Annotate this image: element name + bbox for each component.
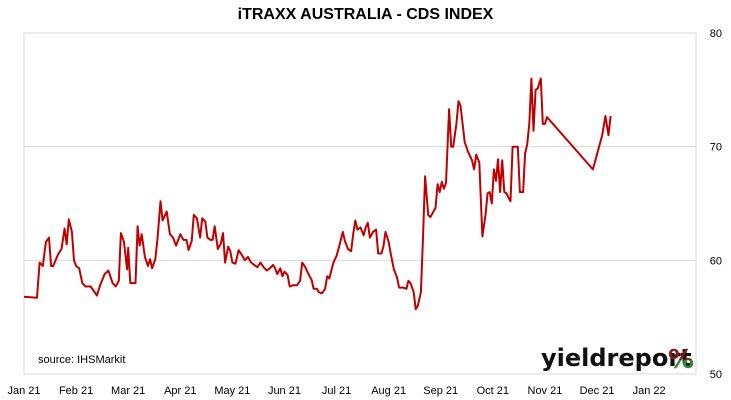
source-label: source: IHSMarkit	[38, 354, 125, 366]
y-tick-label: 80	[710, 28, 722, 40]
x-tick-label: Feb 21	[59, 385, 93, 397]
plot-area-border	[23, 32, 697, 375]
x-tick-label: Nov 21	[528, 385, 563, 397]
x-axis-ticks: Jan 21 Feb 21 Mar 21 Apr 21 May 21 Jun 21 Jul …	[7, 385, 665, 397]
brand-percent-icon: %	[668, 345, 694, 375]
x-tick-label: Sep 21	[423, 385, 458, 397]
y-tick-label: 60	[710, 255, 722, 267]
chart-title: iTRAXX AUSTRALIA - CDS INDEX	[237, 6, 494, 23]
brand-text: yieldreport	[541, 344, 692, 372]
y-tick-label: 70	[710, 142, 722, 154]
y-tick-label: 50	[710, 369, 722, 381]
x-tick-label: Dec 21	[580, 385, 615, 397]
x-tick-label: Oct 21	[477, 385, 509, 397]
brand-logo: yieldreport %	[541, 344, 694, 375]
x-tick-label: Mar 21	[111, 385, 145, 397]
x-tick-label: May 21	[214, 385, 250, 397]
y-axis-ticks: 50 60 70 80	[710, 28, 722, 381]
x-tick-label: Aug 21	[371, 385, 406, 397]
x-tick-label: Apr 21	[164, 385, 196, 397]
x-tick-label: Jan 21	[7, 385, 40, 397]
x-tick-label: Jul 21	[322, 385, 351, 397]
series-layer	[23, 77, 612, 311]
x-tick-label: Jun 21	[268, 385, 301, 397]
x-tick-label: Jan 22	[633, 385, 666, 397]
series-line	[23, 77, 612, 311]
